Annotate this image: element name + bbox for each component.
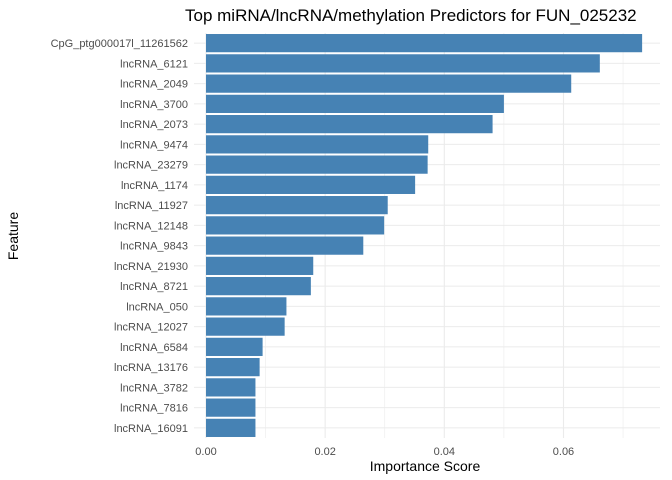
chart-title: Top miRNA/lncRNA/methylation Predictors …	[185, 6, 637, 25]
bar	[206, 34, 643, 53]
y-tick-label: CpG_ptg000017l_11261562	[51, 38, 188, 50]
bar	[206, 115, 493, 134]
y-tick-label: lncRNA_23279	[114, 160, 188, 172]
grid	[194, 33, 660, 438]
y-tick-label: lncRNA_9474	[120, 139, 188, 151]
y-tick-label: lncRNA_6121	[120, 58, 188, 70]
y-tick-labels: CpG_ptg000017l_11261562 lncRNA_6121 lncRNA…	[51, 38, 188, 435]
y-tick-label: lncRNA_21930	[114, 261, 188, 273]
bar	[206, 337, 263, 356]
x-tick-labels: 0.00 0.02 0.04 0.06	[195, 446, 574, 458]
y-tick-label: lncRNA_9843	[120, 241, 188, 253]
bar	[206, 398, 256, 417]
bar	[206, 196, 388, 215]
bar	[206, 297, 287, 316]
bar	[206, 256, 314, 275]
y-tick-label: lncRNA_050	[126, 301, 188, 313]
y-tick-label: lncRNA_16091	[114, 423, 188, 435]
bar	[206, 236, 364, 255]
x-axis-title: Importance Score	[370, 458, 481, 474]
y-tick-label: lncRNA_2073	[120, 119, 188, 131]
y-tick-label: lncRNA_7816	[120, 403, 188, 415]
bars	[206, 34, 643, 437]
y-tick-label: lncRNA_12027	[114, 322, 188, 334]
x-tick-label: 0.04	[434, 446, 455, 458]
y-tick-label: lncRNA_11927	[115, 200, 188, 212]
bar	[206, 216, 385, 235]
bar	[206, 378, 256, 397]
y-tick-label: lncRNA_8721	[120, 281, 188, 293]
bar	[206, 94, 504, 113]
x-tick-label: 0.06	[553, 446, 574, 458]
bar	[206, 175, 416, 194]
y-tick-label: lncRNA_12148	[114, 220, 188, 232]
bar	[206, 135, 429, 154]
bar	[206, 74, 572, 93]
y-tick-label: lncRNA_13176	[114, 362, 188, 374]
bar	[206, 155, 428, 174]
x-tick-label: 0.02	[314, 446, 335, 458]
y-tick-label: lncRNA_2049	[120, 79, 188, 91]
y-tick-label: lncRNA_3700	[120, 99, 188, 111]
y-tick-label: lncRNA_3782	[120, 382, 188, 394]
y-axis-title: Feature	[5, 212, 21, 260]
bar	[206, 418, 256, 437]
x-tick-label: 0.00	[195, 446, 216, 458]
y-tick-label: lncRNA_1174	[121, 180, 188, 192]
bar	[206, 54, 600, 73]
y-tick-label: lncRNA_6584	[120, 342, 188, 354]
bar	[206, 358, 260, 377]
bar	[206, 317, 285, 336]
bar	[206, 277, 311, 296]
